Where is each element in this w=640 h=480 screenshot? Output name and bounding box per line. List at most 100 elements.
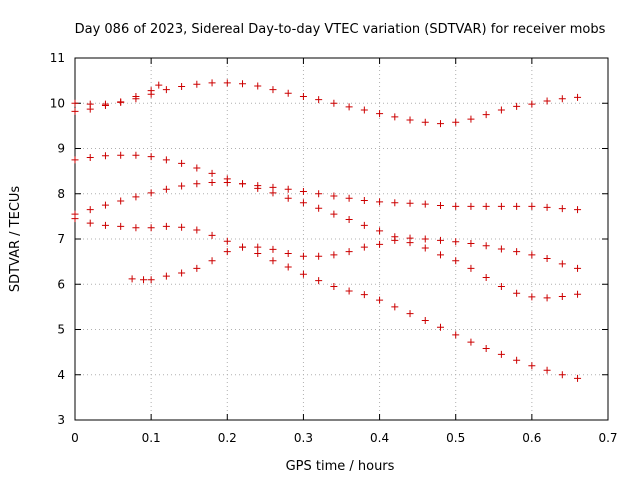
data-point <box>239 80 247 88</box>
data-point <box>421 200 429 208</box>
data-point <box>543 366 551 374</box>
data-point <box>376 110 384 118</box>
data-point <box>208 231 216 239</box>
data-point <box>223 178 231 186</box>
data-point <box>223 79 231 87</box>
data-point <box>436 236 444 244</box>
data-point <box>421 235 429 243</box>
data-point <box>147 153 155 161</box>
data-point <box>147 276 155 284</box>
data-point <box>254 182 262 190</box>
x-tick-label: 0.3 <box>294 431 313 445</box>
data-point <box>376 198 384 206</box>
data-point <box>330 192 338 200</box>
data-point <box>574 290 582 298</box>
data-point <box>239 243 247 251</box>
data-point <box>239 180 247 188</box>
data-point <box>101 201 109 209</box>
data-point <box>360 106 368 114</box>
data-point <box>315 277 323 285</box>
data-point <box>162 156 170 164</box>
data-point <box>269 86 277 94</box>
data-point <box>330 283 338 291</box>
data-point <box>543 254 551 262</box>
satellite-track-5 <box>71 215 582 382</box>
data-point <box>452 257 460 265</box>
data-point <box>71 215 79 223</box>
data-point <box>128 275 136 283</box>
data-point <box>117 98 125 106</box>
data-point <box>254 82 262 90</box>
data-point <box>574 264 582 272</box>
data-point <box>421 244 429 252</box>
data-point <box>345 216 353 224</box>
data-point <box>71 99 79 107</box>
data-point <box>284 185 292 193</box>
data-point <box>452 118 460 126</box>
data-point <box>391 303 399 311</box>
data-point <box>254 249 262 257</box>
data-point <box>406 199 414 207</box>
data-point <box>140 276 148 284</box>
data-point <box>452 238 460 246</box>
data-point <box>284 194 292 202</box>
data-point <box>391 113 399 121</box>
data-point <box>117 197 125 205</box>
data-point <box>345 287 353 295</box>
data-point <box>193 226 201 234</box>
data-point <box>376 227 384 235</box>
data-point <box>299 199 307 207</box>
satellite-track-4 <box>71 178 582 218</box>
data-point <box>436 120 444 128</box>
data-point <box>513 102 521 110</box>
grid-lines <box>75 58 608 420</box>
data-point <box>330 251 338 259</box>
x-tick-label: 0.7 <box>598 431 617 445</box>
data-point <box>269 257 277 265</box>
satellite-track-3 <box>71 151 582 302</box>
y-tick-label: 11 <box>50 51 65 65</box>
data-point <box>558 205 566 213</box>
data-series <box>71 79 582 382</box>
x-axis-title: GPS time / hours <box>286 459 395 474</box>
data-point <box>178 223 186 231</box>
data-point <box>193 264 201 272</box>
data-point <box>513 356 521 364</box>
data-point <box>376 240 384 248</box>
data-point <box>558 260 566 268</box>
data-point <box>155 81 163 89</box>
data-point <box>284 249 292 257</box>
data-point <box>162 222 170 230</box>
data-point <box>558 292 566 300</box>
data-point <box>178 182 186 190</box>
data-point <box>467 338 475 346</box>
x-tick-label: 0.1 <box>142 431 161 445</box>
data-point <box>345 248 353 256</box>
data-point <box>497 202 505 210</box>
data-point <box>101 152 109 160</box>
y-tick-label: 8 <box>57 187 65 201</box>
y-tick-label: 3 <box>57 413 65 427</box>
data-point <box>162 272 170 280</box>
data-point <box>132 224 140 232</box>
data-point <box>208 178 216 186</box>
satellite-track-2 <box>71 81 163 115</box>
data-point <box>436 323 444 331</box>
data-point <box>193 164 201 172</box>
data-point <box>497 283 505 291</box>
satellite-track-6 <box>128 234 582 284</box>
data-point <box>528 362 536 370</box>
data-point <box>147 224 155 232</box>
data-point <box>513 289 521 297</box>
data-point <box>497 245 505 253</box>
data-point <box>117 222 125 230</box>
data-point <box>315 252 323 260</box>
data-point <box>482 242 490 250</box>
x-tick-label: 0.6 <box>522 431 541 445</box>
data-point <box>513 248 521 256</box>
data-point <box>178 83 186 91</box>
data-point <box>497 350 505 358</box>
axis-ticks <box>74 57 609 421</box>
x-axis-tick-labels: 0 0.1 0.2 0.3 0.4 0.5 0.6 0.7 <box>71 431 617 445</box>
